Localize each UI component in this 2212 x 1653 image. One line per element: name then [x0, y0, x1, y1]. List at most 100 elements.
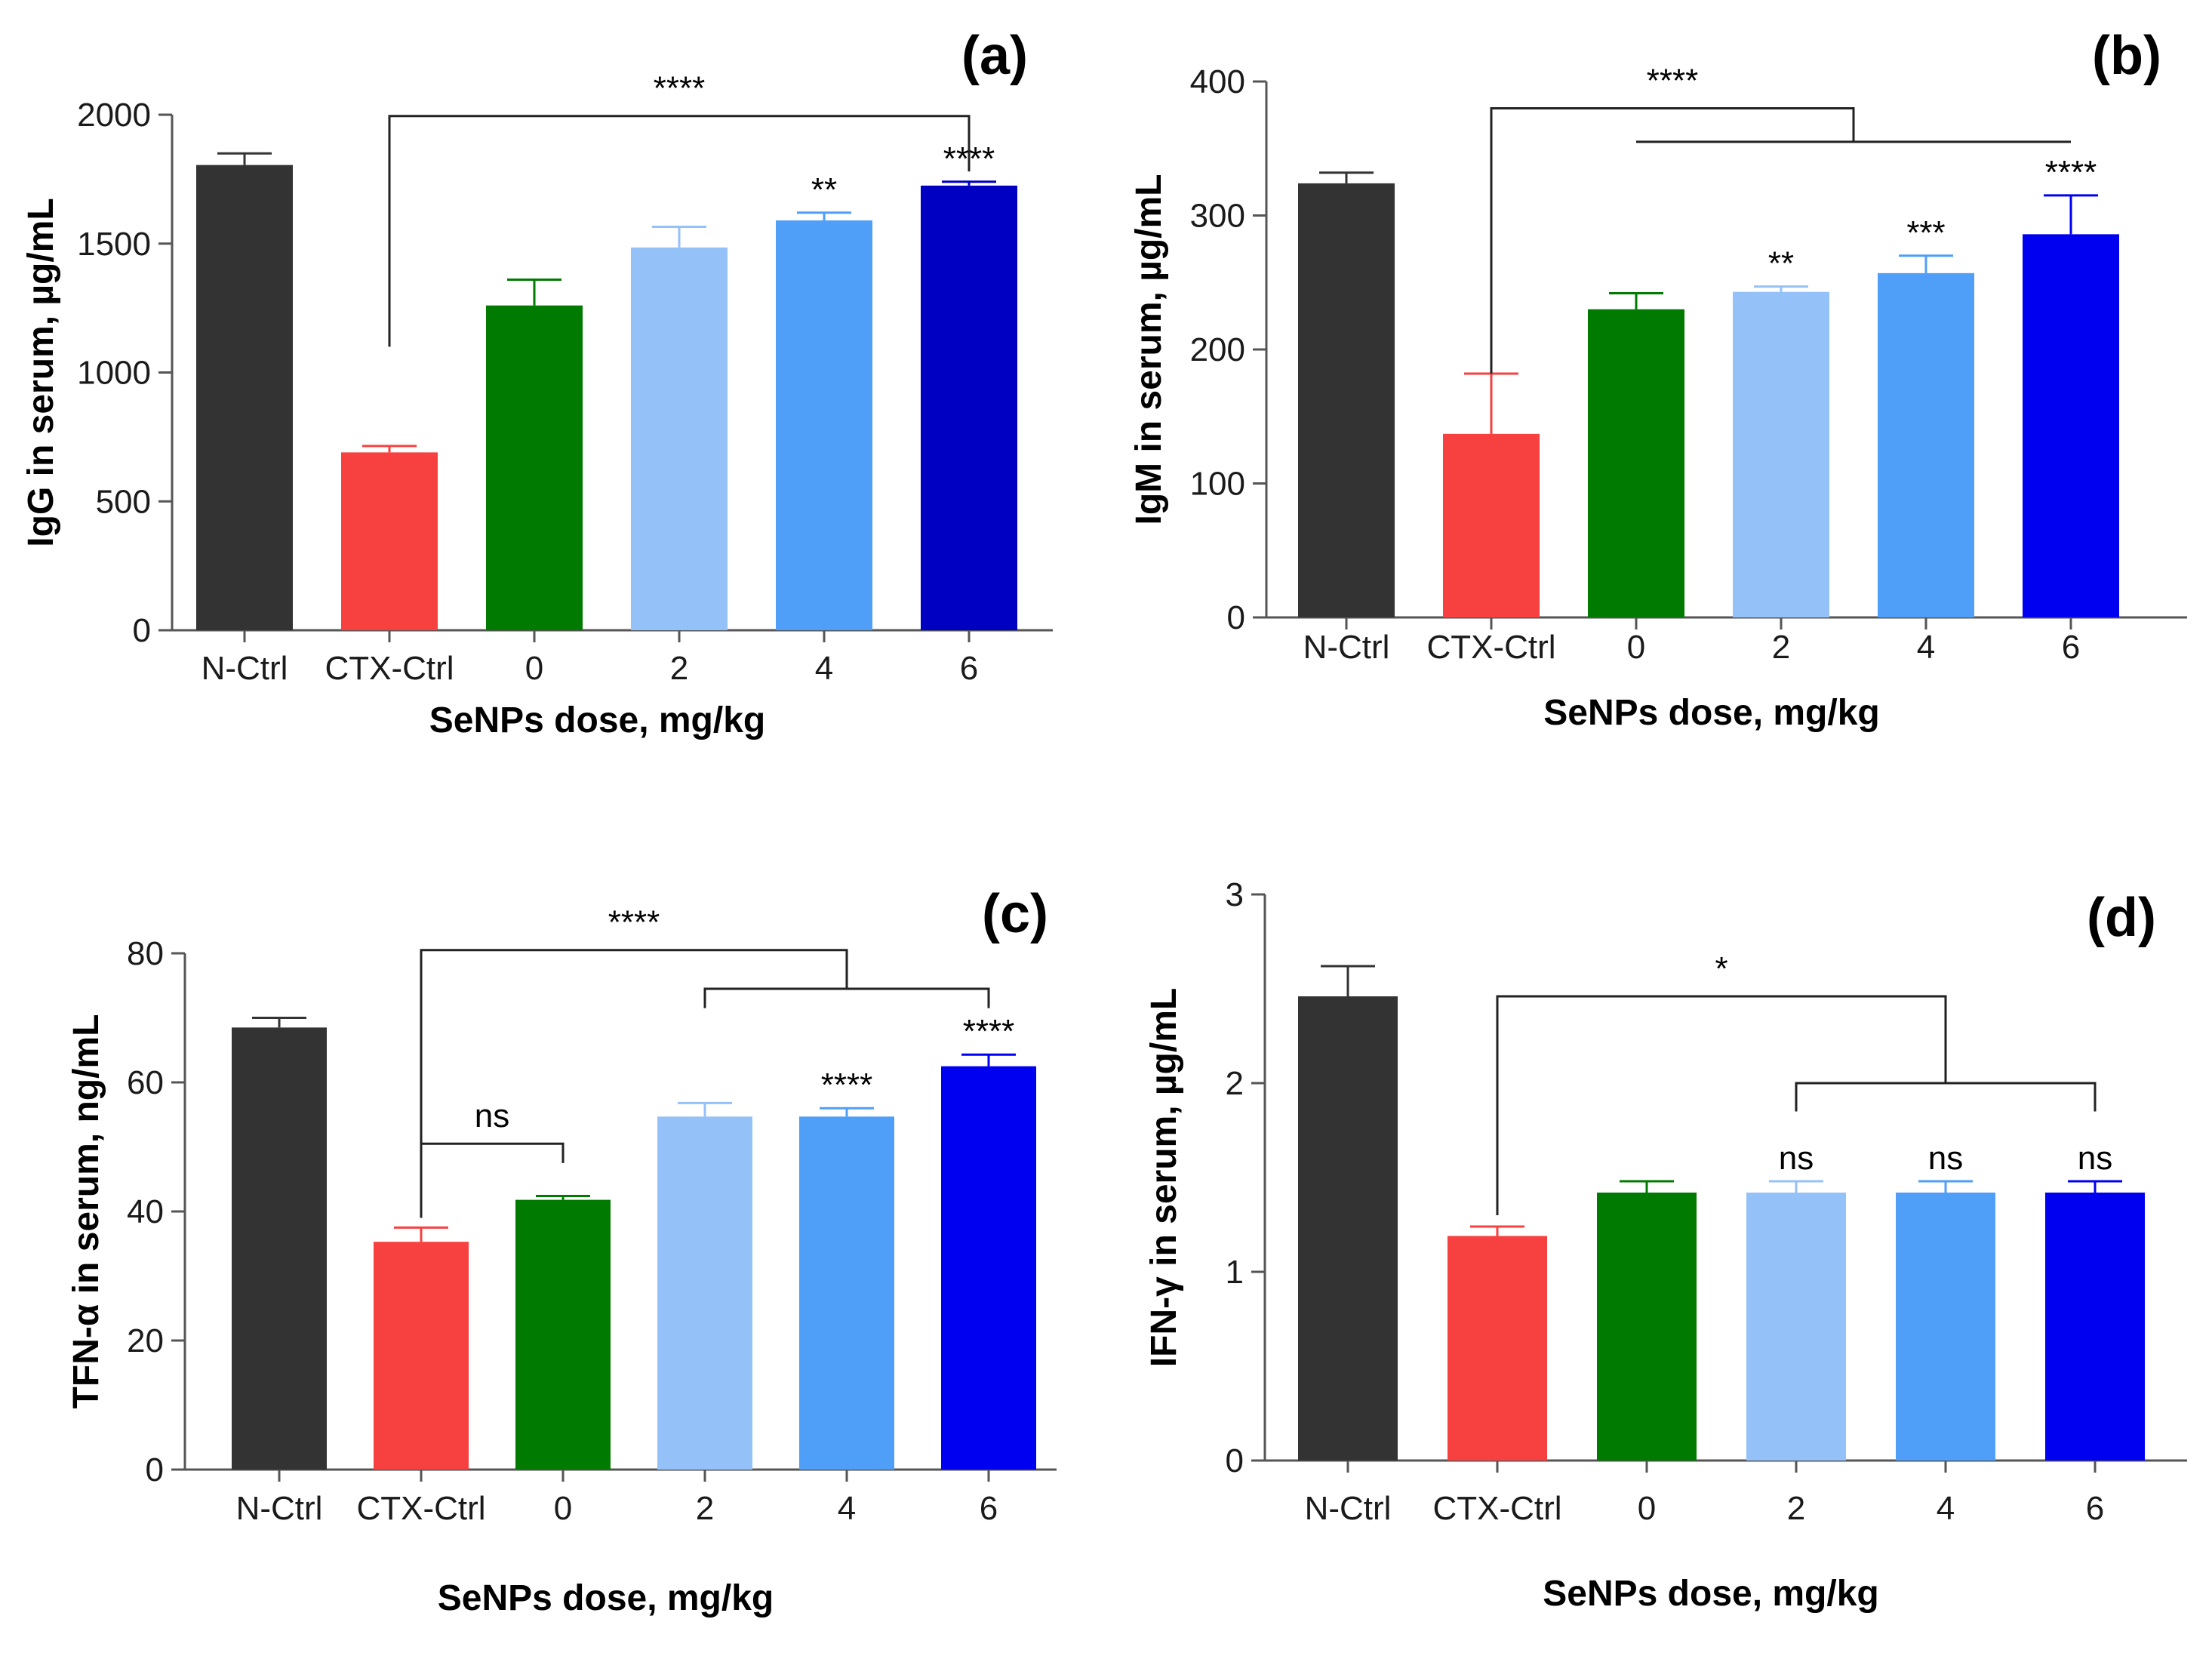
- bar-0: [1588, 309, 1684, 617]
- comparison-bracket: [388, 115, 971, 347]
- y-tick-label: 300: [1190, 198, 1245, 235]
- x-tick-label: N-Ctrl: [1303, 629, 1390, 666]
- y-tick-label: 0: [146, 1451, 164, 1488]
- bar-0: [486, 305, 583, 630]
- bar-N-Ctrl: [232, 1027, 327, 1470]
- significance-label: ****: [963, 1013, 1015, 1050]
- x-tick-label: 6: [2086, 1490, 2104, 1527]
- y-tick-label: 1: [1226, 1254, 1244, 1291]
- x-axis-title: SeNPs dose, mg/kg: [1543, 693, 1879, 733]
- panel-label: (a): [961, 26, 1028, 86]
- group-bracket: [703, 987, 990, 1008]
- y-tick-label: 0: [1227, 599, 1245, 636]
- y-tick-label: 40: [127, 1193, 164, 1230]
- x-tick-label: 4: [815, 650, 833, 687]
- bar-0: [515, 1199, 611, 1470]
- panel-label: (d): [2087, 888, 2156, 948]
- x-tick-label: 6: [960, 650, 978, 687]
- significance-label: ****: [821, 1067, 873, 1104]
- bar-6: [941, 1066, 1036, 1470]
- y-axis-title: IFN-γ in serum, µg/mL: [1144, 988, 1184, 1367]
- x-axis-title: SeNPs dose, mg/kg: [1543, 1574, 1878, 1614]
- y-tick-label: 1000: [77, 355, 151, 392]
- bar-2: [1746, 1193, 1846, 1461]
- y-axis-title: IgM in serum, µg/mL: [1129, 174, 1169, 525]
- bar-6: [2045, 1193, 2145, 1461]
- comparison-bracket: [1496, 995, 1947, 1215]
- x-tick-label: 2: [1787, 1490, 1805, 1527]
- bar-2: [657, 1116, 752, 1470]
- y-axis-title: TFN-α in serum, ng/mL: [66, 1014, 106, 1409]
- bar-4: [1896, 1193, 1995, 1461]
- bar-N-Ctrl: [196, 165, 293, 630]
- y-tick-label: 1500: [77, 226, 151, 263]
- bar-2: [1733, 291, 1829, 617]
- x-tick-label: N-Ctrl: [202, 650, 288, 687]
- x-tick-label: CTX-Ctrl: [325, 650, 454, 687]
- x-tick-label: 2: [696, 1490, 714, 1527]
- y-tick-label: 400: [1190, 63, 1245, 100]
- x-tick-label: 0: [1638, 1490, 1656, 1527]
- x-tick-label: 0: [1627, 629, 1645, 666]
- significance-label: **: [1768, 245, 1794, 282]
- bar-0: [1597, 1193, 1697, 1461]
- significance-label: ***: [1906, 214, 1945, 251]
- y-tick-label: 60: [127, 1064, 164, 1101]
- group-bracket: [1795, 1082, 2097, 1112]
- x-tick-label: 0: [525, 650, 543, 687]
- x-tick-label: N-Ctrl: [1305, 1490, 1392, 1527]
- bar-4: [776, 220, 872, 630]
- significance-label: **: [811, 171, 837, 208]
- x-tick-label: 2: [670, 650, 688, 687]
- x-tick-label: N-Ctrl: [236, 1490, 323, 1527]
- y-tick-label: 3: [1226, 876, 1244, 913]
- y-tick-label: 500: [96, 483, 151, 520]
- bar-4: [1878, 272, 1974, 617]
- y-tick-label: 2: [1226, 1065, 1244, 1102]
- significance-label: ns: [2078, 1140, 2112, 1177]
- significance-label: ns: [1928, 1140, 1963, 1177]
- x-tick-label: CTX-Ctrl: [1432, 1490, 1561, 1527]
- bracket-label: *: [1715, 950, 1727, 987]
- x-tick-label: 2: [1772, 629, 1790, 666]
- bar-2: [631, 247, 728, 630]
- bar-CTX-Ctrl: [1443, 433, 1540, 617]
- significance-label: ****: [2045, 154, 2097, 191]
- bracket-label: ****: [654, 70, 706, 107]
- y-tick-label: 100: [1190, 466, 1245, 503]
- bar-CTX-Ctrl: [1447, 1236, 1547, 1461]
- x-tick-label: 4: [838, 1490, 856, 1527]
- bracket-label: ****: [608, 904, 660, 941]
- bar-CTX-Ctrl: [341, 452, 438, 630]
- x-tick-label: 4: [1917, 629, 1935, 666]
- y-tick-label: 0: [1226, 1442, 1244, 1479]
- bracket-label: ns: [475, 1097, 509, 1134]
- comparison-bracket: [420, 1142, 565, 1163]
- bar-6: [921, 185, 1017, 631]
- bar-4: [799, 1116, 894, 1470]
- y-tick-label: 200: [1190, 331, 1245, 368]
- y-tick-label: 80: [127, 935, 164, 972]
- x-tick-label: 4: [1937, 1490, 1955, 1527]
- bar-N-Ctrl: [1298, 996, 1398, 1461]
- significance-label: ns: [1779, 1140, 1814, 1177]
- x-tick-label: CTX-Ctrl: [356, 1490, 485, 1527]
- bar-CTX-Ctrl: [374, 1242, 469, 1470]
- panel-label: (b): [2092, 26, 2161, 86]
- y-tick-label: 2000: [77, 97, 151, 134]
- comparison-bracket: [420, 949, 848, 1218]
- bracket-label: ****: [1647, 63, 1699, 100]
- y-tick-label: 20: [127, 1322, 164, 1359]
- x-tick-label: 6: [2062, 629, 2080, 666]
- x-tick-label: CTX-Ctrl: [1426, 629, 1555, 666]
- x-axis-title: SeNPs dose, mg/kg: [429, 700, 765, 740]
- x-axis-title: SeNPs dose, mg/kg: [438, 1578, 774, 1618]
- bar-N-Ctrl: [1298, 183, 1395, 617]
- chart-panel-c: 0 20 40 60 80 N-Ctrl CTX-Ctrl 0 2 4 6 **** **** **** n…: [66, 884, 1057, 1618]
- x-tick-label: 0: [554, 1490, 572, 1527]
- y-tick-label: 0: [133, 612, 151, 649]
- comparison-bracket: [1490, 107, 1855, 374]
